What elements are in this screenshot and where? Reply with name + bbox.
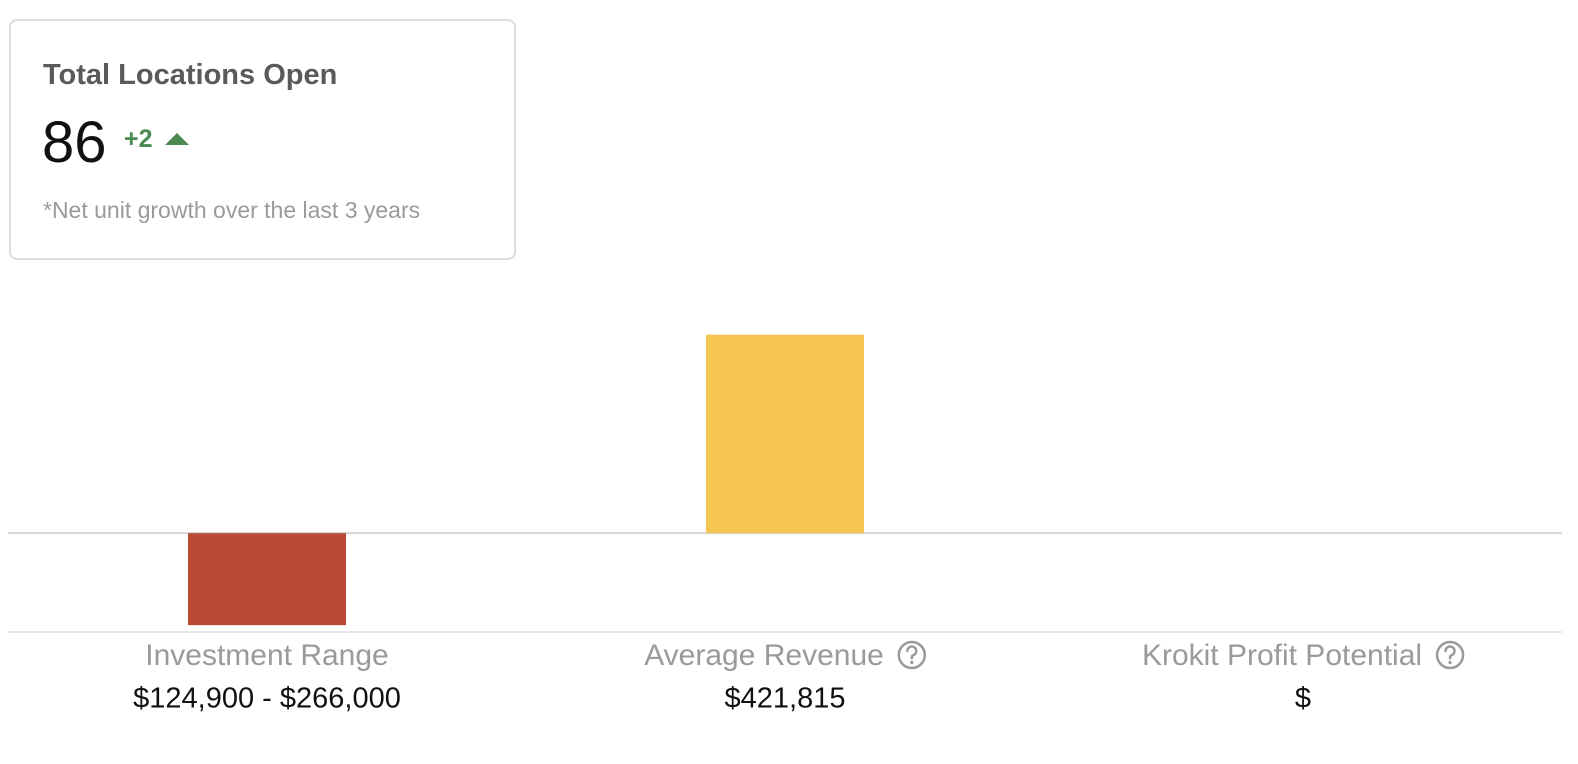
category-label: Average Revenue	[644, 639, 884, 672]
help-dot	[910, 660, 914, 665]
bar	[188, 533, 346, 626]
help-circle	[897, 640, 927, 670]
card-delta: +2	[124, 125, 153, 153]
card-title: Total Locations Open	[43, 59, 338, 91]
card-note: *Net unit growth over the last 3 years	[43, 197, 421, 223]
stat-card: Total Locations Open 86 +2 *Net unit gro…	[9, 19, 516, 260]
category-label: Investment Range	[145, 639, 388, 672]
help-icon[interactable]	[897, 640, 927, 670]
value-label: $	[1295, 683, 1311, 715]
up-arrow	[165, 133, 189, 145]
category-label: Krokit Profit Potential	[1142, 639, 1422, 672]
help-circle	[1435, 640, 1465, 670]
help-icon[interactable]	[1435, 640, 1465, 670]
card-value: 86	[42, 110, 107, 175]
help-dot	[1448, 660, 1452, 665]
help-mark	[906, 645, 918, 660]
bar	[706, 334, 864, 534]
value-label: $421,815	[725, 683, 846, 715]
help-mark	[1444, 645, 1456, 660]
value-label: $124,900 - $266,000	[133, 683, 401, 715]
